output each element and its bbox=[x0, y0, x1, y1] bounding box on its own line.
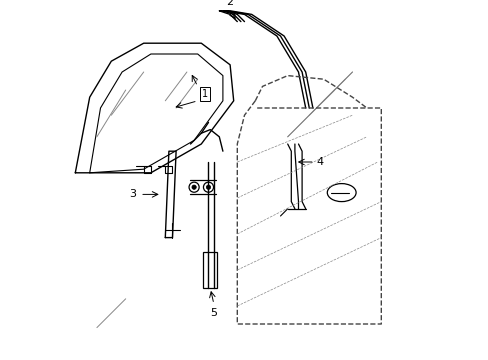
Text: 5: 5 bbox=[210, 308, 217, 318]
Text: 4: 4 bbox=[316, 157, 323, 167]
Circle shape bbox=[192, 185, 196, 189]
Text: 3: 3 bbox=[129, 189, 136, 199]
Bar bbox=[203, 252, 217, 288]
Circle shape bbox=[206, 185, 210, 189]
Ellipse shape bbox=[326, 184, 355, 202]
Text: 1: 1 bbox=[202, 89, 208, 99]
Text: 2: 2 bbox=[226, 0, 233, 7]
